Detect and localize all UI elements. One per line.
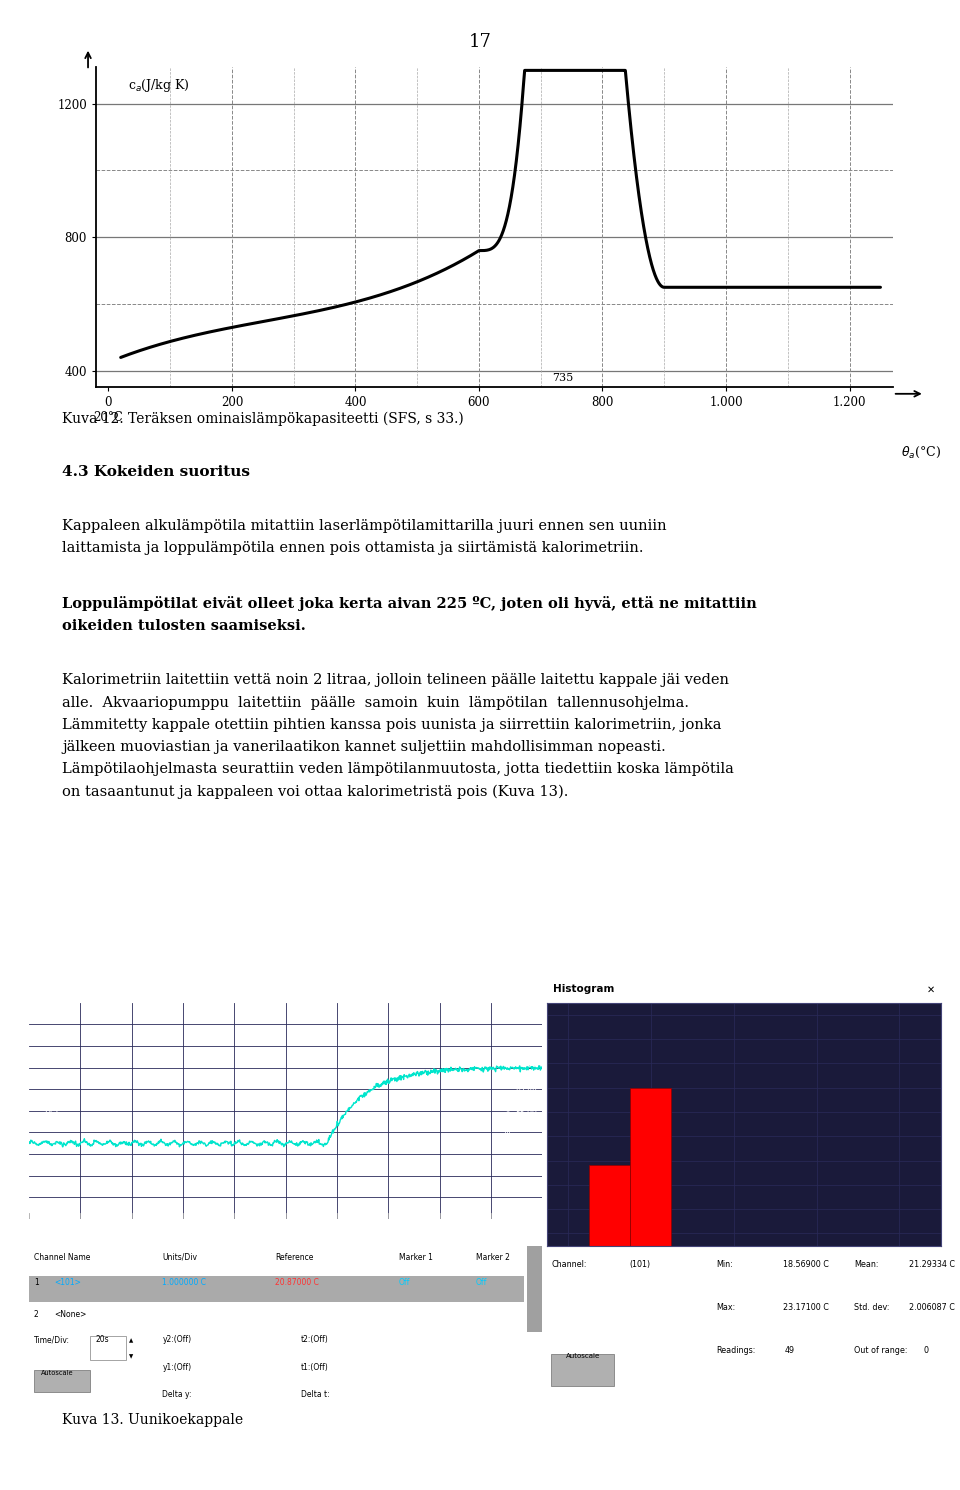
Text: Min:: Min:: [716, 1261, 733, 1269]
Text: Kuva 13. Uunikoekappale: Kuva 13. Uunikoekappale: [62, 1413, 244, 1426]
Text: <101>: <101>: [55, 1278, 82, 1287]
FancyBboxPatch shape: [34, 1369, 90, 1392]
Text: 1: 1: [34, 1278, 38, 1287]
Text: t2:(Off): t2:(Off): [301, 1335, 328, 1344]
Y-axis label: Freq (%): Freq (%): [504, 1107, 513, 1141]
Text: Kalorimetriin laitettiin vettä noin 2 litraa, jolloin telineen päälle laitettu k: Kalorimetriin laitettiin vettä noin 2 li…: [62, 673, 734, 800]
Text: 12:14:04.159: 12:14:04.159: [482, 1228, 538, 1237]
Text: ▲: ▲: [359, 1010, 367, 1019]
Text: <None>: <None>: [55, 1311, 86, 1320]
Text: 23.17100 C: 23.17100 C: [783, 1302, 829, 1311]
Text: y1:(Off): y1:(Off): [162, 1363, 191, 1372]
Text: Reference: Reference: [276, 1253, 314, 1262]
Text: Time/Div:: Time/Div:: [34, 1335, 70, 1344]
Text: ✕: ✕: [926, 985, 935, 994]
Bar: [588, 1165, 630, 1246]
Text: Marker 1: Marker 1: [398, 1253, 432, 1262]
Text: Loppulämpötilat eivät olleet joka kerta aivan 225 ºC, joten oli hyvä, että ne mi: Loppulämpötilat eivät olleet joka kerta …: [62, 596, 757, 633]
Text: 0: 0: [924, 1345, 929, 1354]
Text: Max:: Max:: [716, 1302, 735, 1311]
Text: ▲: ▲: [129, 1338, 133, 1344]
Text: Delta t:: Delta t:: [301, 1390, 329, 1399]
FancyBboxPatch shape: [90, 1337, 127, 1360]
Text: 20.87000 C: 20.87000 C: [276, 1278, 320, 1287]
Text: Time/Div: 20s: Time/Div: 20s: [216, 1228, 273, 1237]
Text: ▼: ▼: [129, 1354, 133, 1359]
Text: Before Scan: Before Scan: [34, 1228, 84, 1237]
Text: Off: Off: [475, 1278, 487, 1287]
Text: Histogram: Histogram: [553, 985, 614, 994]
Text: 20s: 20s: [96, 1335, 109, 1344]
Text: Kuva 12. Teräksen ominaislämpökapasiteetti (SFS, s 33.): Kuva 12. Teräksen ominaislämpökapasiteet…: [62, 411, 464, 426]
Text: 2: 2: [34, 1311, 38, 1320]
Text: Mean:: Mean:: [854, 1261, 878, 1269]
Text: Strip Chart: Strip Chart: [36, 985, 101, 994]
Text: 18.56900 C: 18.56900 C: [783, 1261, 829, 1269]
Text: Out of range:: Out of range:: [854, 1345, 908, 1354]
Text: Marker 2: Marker 2: [475, 1253, 510, 1262]
Text: c$_a$(J/kg K): c$_a$(J/kg K): [128, 76, 190, 94]
Text: y2:(Off): y2:(Off): [162, 1335, 191, 1344]
Text: Delta y:: Delta y:: [162, 1390, 192, 1399]
Text: Channel Name: Channel Name: [34, 1253, 90, 1262]
Text: 735: 735: [552, 374, 573, 383]
Text: Readings:: Readings:: [716, 1345, 756, 1354]
Text: Units/Div: Units/Div: [162, 1253, 198, 1262]
Bar: [527, 1246, 542, 1332]
Text: ✕: ✕: [527, 985, 535, 994]
Text: Autoscale: Autoscale: [40, 1369, 73, 1375]
Text: 2.006087 C: 2.006087 C: [909, 1302, 955, 1311]
Text: (101): (101): [630, 1261, 651, 1269]
Text: 4.3 Kokeiden suoritus: 4.3 Kokeiden suoritus: [62, 465, 251, 478]
Bar: [29, 1275, 524, 1302]
Text: 49: 49: [785, 1345, 795, 1354]
Text: 17: 17: [468, 33, 492, 51]
Text: Std. dev:: Std. dev:: [854, 1302, 890, 1311]
Text: Kappaleen alkulämpötila mitattiin laserlämpötilamittarilla juuri ennen sen uunii: Kappaleen alkulämpötila mitattiin laserl…: [62, 519, 667, 554]
Bar: [630, 1088, 671, 1246]
Text: 21.29334 C: 21.29334 C: [909, 1261, 955, 1269]
Text: 1.000000 C: 1.000000 C: [162, 1278, 206, 1287]
FancyBboxPatch shape: [551, 1354, 614, 1386]
Text: Ref: Ref: [44, 1106, 59, 1115]
Text: $\theta$$_a$(°C): $\theta$$_a$(°C): [900, 446, 941, 460]
Text: Channel:: Channel:: [551, 1261, 587, 1269]
Text: Autoscale: Autoscale: [565, 1353, 600, 1359]
Text: t1:(Off): t1:(Off): [301, 1363, 328, 1372]
Text: Off: Off: [398, 1278, 410, 1287]
